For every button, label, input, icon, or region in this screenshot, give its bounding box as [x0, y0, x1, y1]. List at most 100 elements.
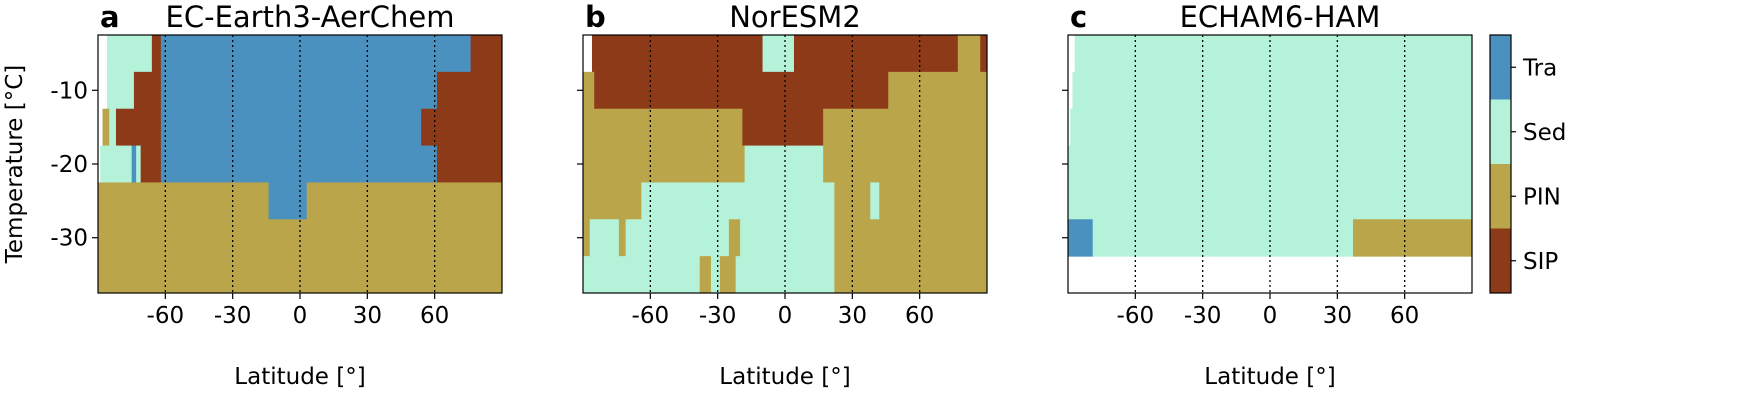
cell — [136, 145, 142, 183]
cell — [421, 108, 503, 147]
cell — [100, 145, 133, 183]
cell — [699, 256, 712, 294]
x-tick-label: 0 — [293, 303, 308, 329]
cell — [583, 145, 746, 183]
cell — [151, 35, 162, 73]
cell — [1092, 219, 1354, 257]
cell — [879, 182, 988, 220]
cell — [160, 35, 472, 73]
cell — [131, 145, 137, 183]
cell — [719, 256, 737, 294]
cell — [268, 182, 308, 220]
cell — [625, 219, 730, 257]
cell — [106, 71, 135, 110]
cell — [834, 256, 988, 294]
x-axis-label: Latitude [°] — [1204, 364, 1335, 390]
y-tick-label: -20 — [50, 152, 88, 178]
panel-label: c — [1070, 0, 1087, 34]
cell — [641, 182, 835, 220]
cell — [728, 219, 741, 257]
x-tick-label: 0 — [778, 303, 793, 329]
x-tick-label: 30 — [353, 303, 382, 329]
cell — [1074, 35, 1473, 73]
cell — [793, 35, 959, 73]
panel-label: b — [585, 0, 606, 34]
cell — [106, 35, 153, 73]
cell — [710, 256, 721, 294]
x-tick-label: 0 — [1263, 303, 1278, 329]
chart-title: NorESM2 — [729, 0, 861, 34]
x-tick-label: 60 — [1390, 303, 1419, 329]
legend-label: SIP — [1523, 249, 1558, 275]
cell — [834, 219, 988, 257]
plot-frame — [97, 34, 503, 294]
cell — [436, 71, 503, 110]
cell — [98, 256, 503, 294]
legend-label: PIN — [1523, 184, 1561, 210]
chart-title: ECHAM6-HAM — [1180, 0, 1381, 34]
plot-frame — [582, 34, 988, 294]
cell — [870, 182, 880, 220]
legend-swatch — [1490, 35, 1511, 100]
legend-frame — [1489, 34, 1512, 294]
cell — [591, 35, 764, 73]
cell — [1072, 71, 1473, 110]
cell — [109, 108, 117, 147]
plot-frame — [1067, 34, 1473, 294]
x-axis-label: Latitude [°] — [234, 364, 365, 390]
cell — [888, 71, 988, 110]
y-axis-label: Temperature [°C] — [2, 65, 28, 265]
cell — [436, 145, 503, 183]
cell — [133, 71, 162, 110]
x-tick-label: -60 — [147, 303, 185, 329]
x-tick-label: 60 — [905, 303, 934, 329]
cell — [762, 35, 795, 73]
cell — [115, 108, 162, 147]
y-tick-label: -10 — [50, 78, 88, 104]
legend-label: Sed — [1523, 120, 1566, 146]
legend-label: Tra — [1522, 55, 1557, 81]
cell — [589, 219, 620, 257]
x-tick-label: -30 — [214, 303, 252, 329]
cell — [102, 108, 110, 147]
cell — [583, 256, 701, 294]
cell — [583, 182, 642, 220]
cell — [98, 182, 270, 220]
cell — [306, 182, 503, 220]
cell — [1068, 219, 1094, 257]
x-tick-label: -60 — [632, 303, 670, 329]
cell — [160, 108, 422, 147]
cell — [160, 71, 438, 110]
legend-swatch — [1490, 228, 1511, 294]
x-tick-label: 30 — [838, 303, 867, 329]
legend-swatch — [1490, 164, 1511, 229]
panel-label: a — [100, 0, 120, 34]
cell — [744, 145, 824, 183]
cell — [823, 108, 988, 147]
cell — [618, 219, 627, 257]
x-tick-label: -30 — [1184, 303, 1222, 329]
cell — [583, 71, 595, 110]
cell — [980, 35, 988, 73]
cell — [470, 35, 503, 73]
cell — [140, 145, 162, 183]
cell — [742, 108, 824, 147]
cell — [744, 256, 835, 294]
y-tick-label: -30 — [50, 226, 88, 252]
cell — [583, 219, 591, 257]
chart-title: EC-Earth3-AerChem — [166, 0, 455, 34]
cell — [1070, 108, 1473, 147]
cell — [740, 219, 835, 257]
x-axis-label: Latitude [°] — [719, 364, 850, 390]
cell — [735, 256, 746, 294]
cell — [823, 145, 988, 183]
cell — [957, 35, 981, 73]
cell — [594, 71, 889, 110]
legend-swatch — [1490, 99, 1511, 165]
x-tick-label: 30 — [1323, 303, 1352, 329]
x-tick-label: -30 — [699, 303, 737, 329]
cell — [1353, 219, 1473, 257]
x-tick-label: 60 — [420, 303, 449, 329]
cell — [583, 108, 743, 147]
